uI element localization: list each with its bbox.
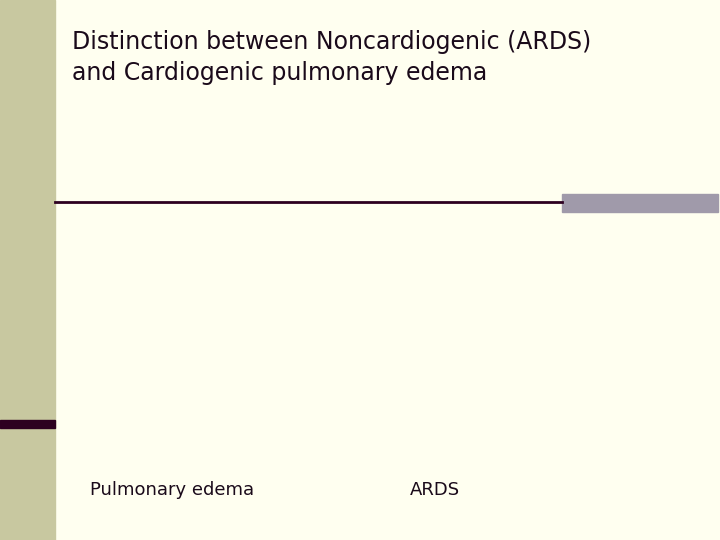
Text: Pulmonary edema: Pulmonary edema — [90, 481, 254, 499]
Text: Distinction between Noncardiogenic (ARDS)
and Cardiogenic pulmonary edema: Distinction between Noncardiogenic (ARDS… — [72, 30, 591, 85]
Bar — [562, 194, 718, 212]
Text: ARDS: ARDS — [410, 481, 460, 499]
Bar — [0, 420, 55, 428]
Bar — [0, 0, 55, 540]
